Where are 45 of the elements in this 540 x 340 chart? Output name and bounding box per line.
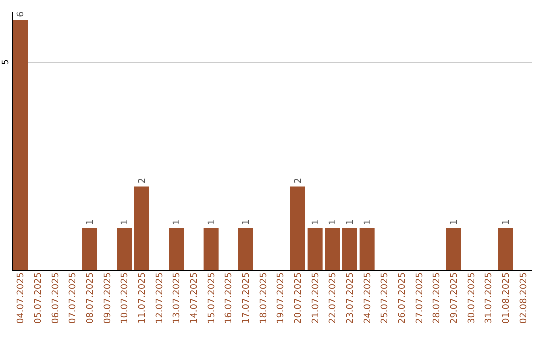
x-tick-label: 21.07.2025 xyxy=(311,272,322,324)
x-tick-label: 02.08.2025 xyxy=(519,272,530,324)
data-label: 1 xyxy=(242,220,252,226)
x-tick-label: 31.07.2025 xyxy=(484,272,495,324)
x-tick-label: 30.07.2025 xyxy=(467,272,478,324)
data-label: 1 xyxy=(363,220,374,226)
x-tick-label: 16.07.2025 xyxy=(224,272,235,324)
x-tick-label: 23.07.2025 xyxy=(346,272,356,324)
data-label: 2 xyxy=(138,178,148,184)
data-label: 1 xyxy=(328,220,339,226)
x-tick-label: 13.07.2025 xyxy=(172,272,183,324)
x-tick-label: 10.07.2025 xyxy=(120,272,131,324)
x-tick-label: 08.07.2025 xyxy=(86,272,96,324)
x-tick-label: 12.07.2025 xyxy=(155,272,166,324)
x-tick-label: 05.07.2025 xyxy=(34,272,44,324)
x-tick-label: 04.07.2025 xyxy=(16,272,27,324)
data-label: 2 xyxy=(294,178,304,184)
x-tick-label: 14.07.2025 xyxy=(190,272,200,324)
x-tick-label: 27.07.2025 xyxy=(415,272,426,324)
x-tick-label: 22.07.2025 xyxy=(328,272,339,324)
data-label: 1 xyxy=(207,220,218,226)
x-tick-label: 26.07.2025 xyxy=(398,272,408,324)
x-tick-label: 19.07.2025 xyxy=(276,272,287,324)
x-tick-label: 11.07.2025 xyxy=(138,272,148,324)
x-tick-label: 17.07.2025 xyxy=(242,272,252,324)
data-label: 1 xyxy=(311,220,322,226)
data-label: 1 xyxy=(86,220,96,226)
data-label: 1 xyxy=(450,220,460,226)
x-tick-label: 25.07.2025 xyxy=(380,272,391,324)
data-label: 1 xyxy=(172,220,183,226)
x-tick-label: 09.07.2025 xyxy=(103,272,114,324)
x-tick-label: 18.07.2025 xyxy=(259,272,270,324)
x-tick-label: 28.07.2025 xyxy=(432,272,443,324)
data-label: 1 xyxy=(120,220,131,226)
x-tick-label: 07.07.2025 xyxy=(68,272,79,324)
x-tick-label: 29.07.2025 xyxy=(450,272,460,324)
data-label: 1 xyxy=(346,220,356,226)
x-tick-label: 20.07.2025 xyxy=(294,272,304,324)
x-tick-label: 01.08.2025 xyxy=(502,272,512,324)
x-tick-label: 06.07.2025 xyxy=(51,272,62,324)
x-tick-label: 24.07.2025 xyxy=(363,272,374,324)
x-tick-label: 15.07.2025 xyxy=(207,272,218,324)
data-label: 6 xyxy=(16,11,27,18)
data-label: 1 xyxy=(502,220,512,226)
y-tick-label: 5 xyxy=(2,60,12,66)
